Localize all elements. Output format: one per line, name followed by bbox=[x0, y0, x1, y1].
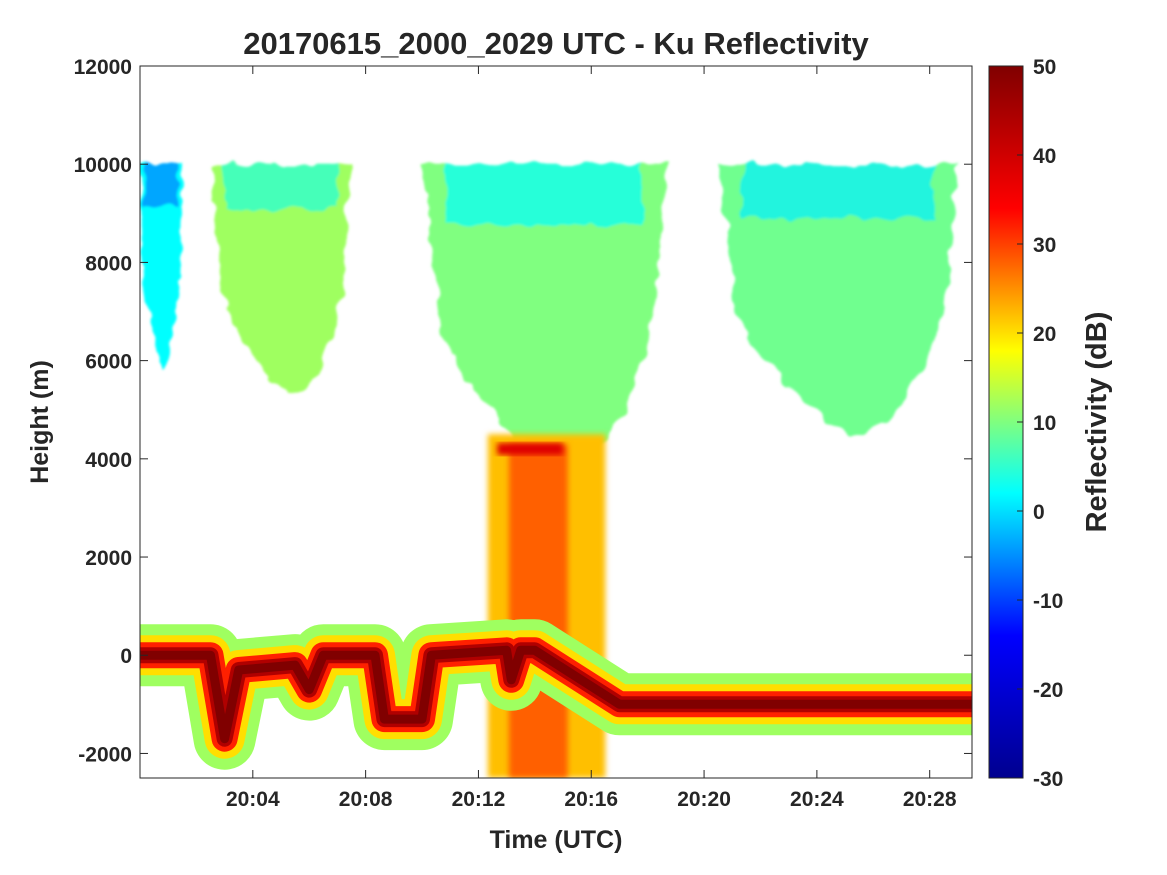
y-axis: -2000 0 2000 4000 6000 8000 10000 12000 bbox=[74, 56, 972, 766]
y-tick-label: 10000 bbox=[74, 154, 132, 177]
chart-title: 20170615_2000_2029 UTC - Ku Reflectivity bbox=[243, 26, 869, 61]
plot-area bbox=[139, 65, 973, 779]
x-tick-label: 20:04 bbox=[226, 788, 280, 811]
x-axis: 20:04 20:08 20:12 20:16 20:20 20:24 20:28 bbox=[226, 66, 957, 811]
colorbar-tick-label: 30 bbox=[1033, 234, 1056, 257]
y-tick-label: 6000 bbox=[85, 351, 132, 374]
colorbar-tick-label: -30 bbox=[1033, 768, 1063, 791]
colorbar-tick-label: 0 bbox=[1033, 501, 1045, 524]
surface-return-band bbox=[140, 645, 972, 744]
y-axis-label: Height (m) bbox=[26, 360, 54, 484]
x-tick-label: 20:08 bbox=[339, 788, 393, 811]
x-tick-label: 20:12 bbox=[452, 788, 506, 811]
surface-return bbox=[140, 619, 972, 770]
cloud-segment bbox=[210, 164, 352, 395]
precipitation-core-strong bbox=[508, 444, 568, 778]
cloud-top-edge bbox=[224, 164, 338, 211]
bright-band bbox=[497, 443, 564, 456]
y-tick-label: 0 bbox=[120, 645, 132, 668]
x-axis-label: Time (UTC) bbox=[490, 826, 623, 854]
y-tick-label: 8000 bbox=[85, 252, 132, 275]
colorbar-tick-label: 50 bbox=[1033, 56, 1056, 79]
colorbar-tick-label: 40 bbox=[1033, 145, 1056, 168]
cloud-segment bbox=[140, 164, 183, 371]
x-tick-label: 20:16 bbox=[564, 788, 618, 811]
cloud-top-edge bbox=[742, 164, 934, 219]
cloud-segment bbox=[422, 164, 667, 469]
heatmap-layer bbox=[140, 164, 972, 778]
cloud-layer bbox=[140, 164, 958, 469]
colorbar-tick-label: 20 bbox=[1033, 323, 1056, 346]
plot-frame bbox=[139, 65, 973, 779]
cloud-top-edge bbox=[144, 164, 179, 206]
colorbar-tick-label: 10 bbox=[1033, 412, 1056, 435]
cloud-segment bbox=[718, 164, 958, 435]
y-tick-label: 12000 bbox=[74, 56, 132, 79]
colorbar-tick-label: -10 bbox=[1033, 590, 1063, 613]
cloud-top-edge bbox=[446, 164, 643, 226]
colorbar-label: Reflectivity (dB) bbox=[1081, 312, 1113, 533]
y-tick-label: -2000 bbox=[78, 743, 132, 766]
x-tick-label: 20:20 bbox=[677, 788, 731, 811]
colorbar-ticks: -30 -20 -10 0 10 20 30 40 50 bbox=[1017, 56, 1063, 791]
x-tick-label: 20:24 bbox=[790, 788, 844, 811]
x-tick-label: 20:28 bbox=[903, 788, 957, 811]
y-tick-label: 4000 bbox=[85, 449, 132, 472]
colorbar: -30 -20 -10 0 10 20 30 40 50 Reflectivity (dB) bbox=[988, 56, 1113, 791]
y-tick-label: 2000 bbox=[85, 547, 132, 570]
colorbar-tick-label: -20 bbox=[1033, 679, 1063, 702]
